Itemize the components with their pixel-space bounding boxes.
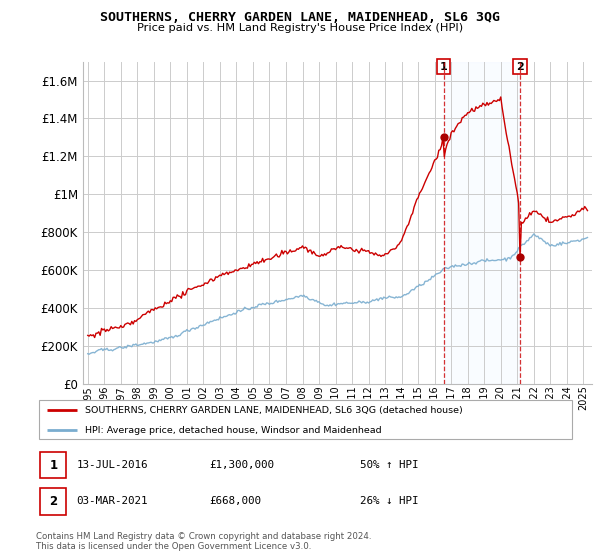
Text: Price paid vs. HM Land Registry's House Price Index (HPI): Price paid vs. HM Land Registry's House … — [137, 23, 463, 33]
Text: £668,000: £668,000 — [209, 496, 261, 506]
Text: Contains HM Land Registry data © Crown copyright and database right 2024.: Contains HM Land Registry data © Crown c… — [36, 532, 371, 541]
Text: This data is licensed under the Open Government Licence v3.0.: This data is licensed under the Open Gov… — [36, 542, 311, 550]
Text: £1,300,000: £1,300,000 — [209, 460, 274, 470]
Text: 13-JUL-2016: 13-JUL-2016 — [77, 460, 148, 470]
Text: SOUTHERNS, CHERRY GARDEN LANE, MAIDENHEAD, SL6 3QG: SOUTHERNS, CHERRY GARDEN LANE, MAIDENHEA… — [100, 11, 500, 24]
Text: 50% ↑ HPI: 50% ↑ HPI — [360, 460, 419, 470]
Bar — [443, 62, 520, 384]
Bar — [40, 452, 66, 478]
Text: HPI: Average price, detached house, Windsor and Maidenhead: HPI: Average price, detached house, Wind… — [85, 426, 381, 435]
Text: 2: 2 — [49, 495, 58, 508]
Text: 2: 2 — [516, 62, 524, 72]
Text: 1: 1 — [49, 459, 58, 472]
Text: 1: 1 — [440, 62, 448, 72]
Text: SOUTHERNS, CHERRY GARDEN LANE, MAIDENHEAD, SL6 3QG (detached house): SOUTHERNS, CHERRY GARDEN LANE, MAIDENHEA… — [85, 406, 463, 415]
Text: 03-MAR-2021: 03-MAR-2021 — [77, 496, 148, 506]
FancyBboxPatch shape — [39, 400, 572, 439]
Bar — [40, 488, 66, 515]
Text: 26% ↓ HPI: 26% ↓ HPI — [360, 496, 419, 506]
